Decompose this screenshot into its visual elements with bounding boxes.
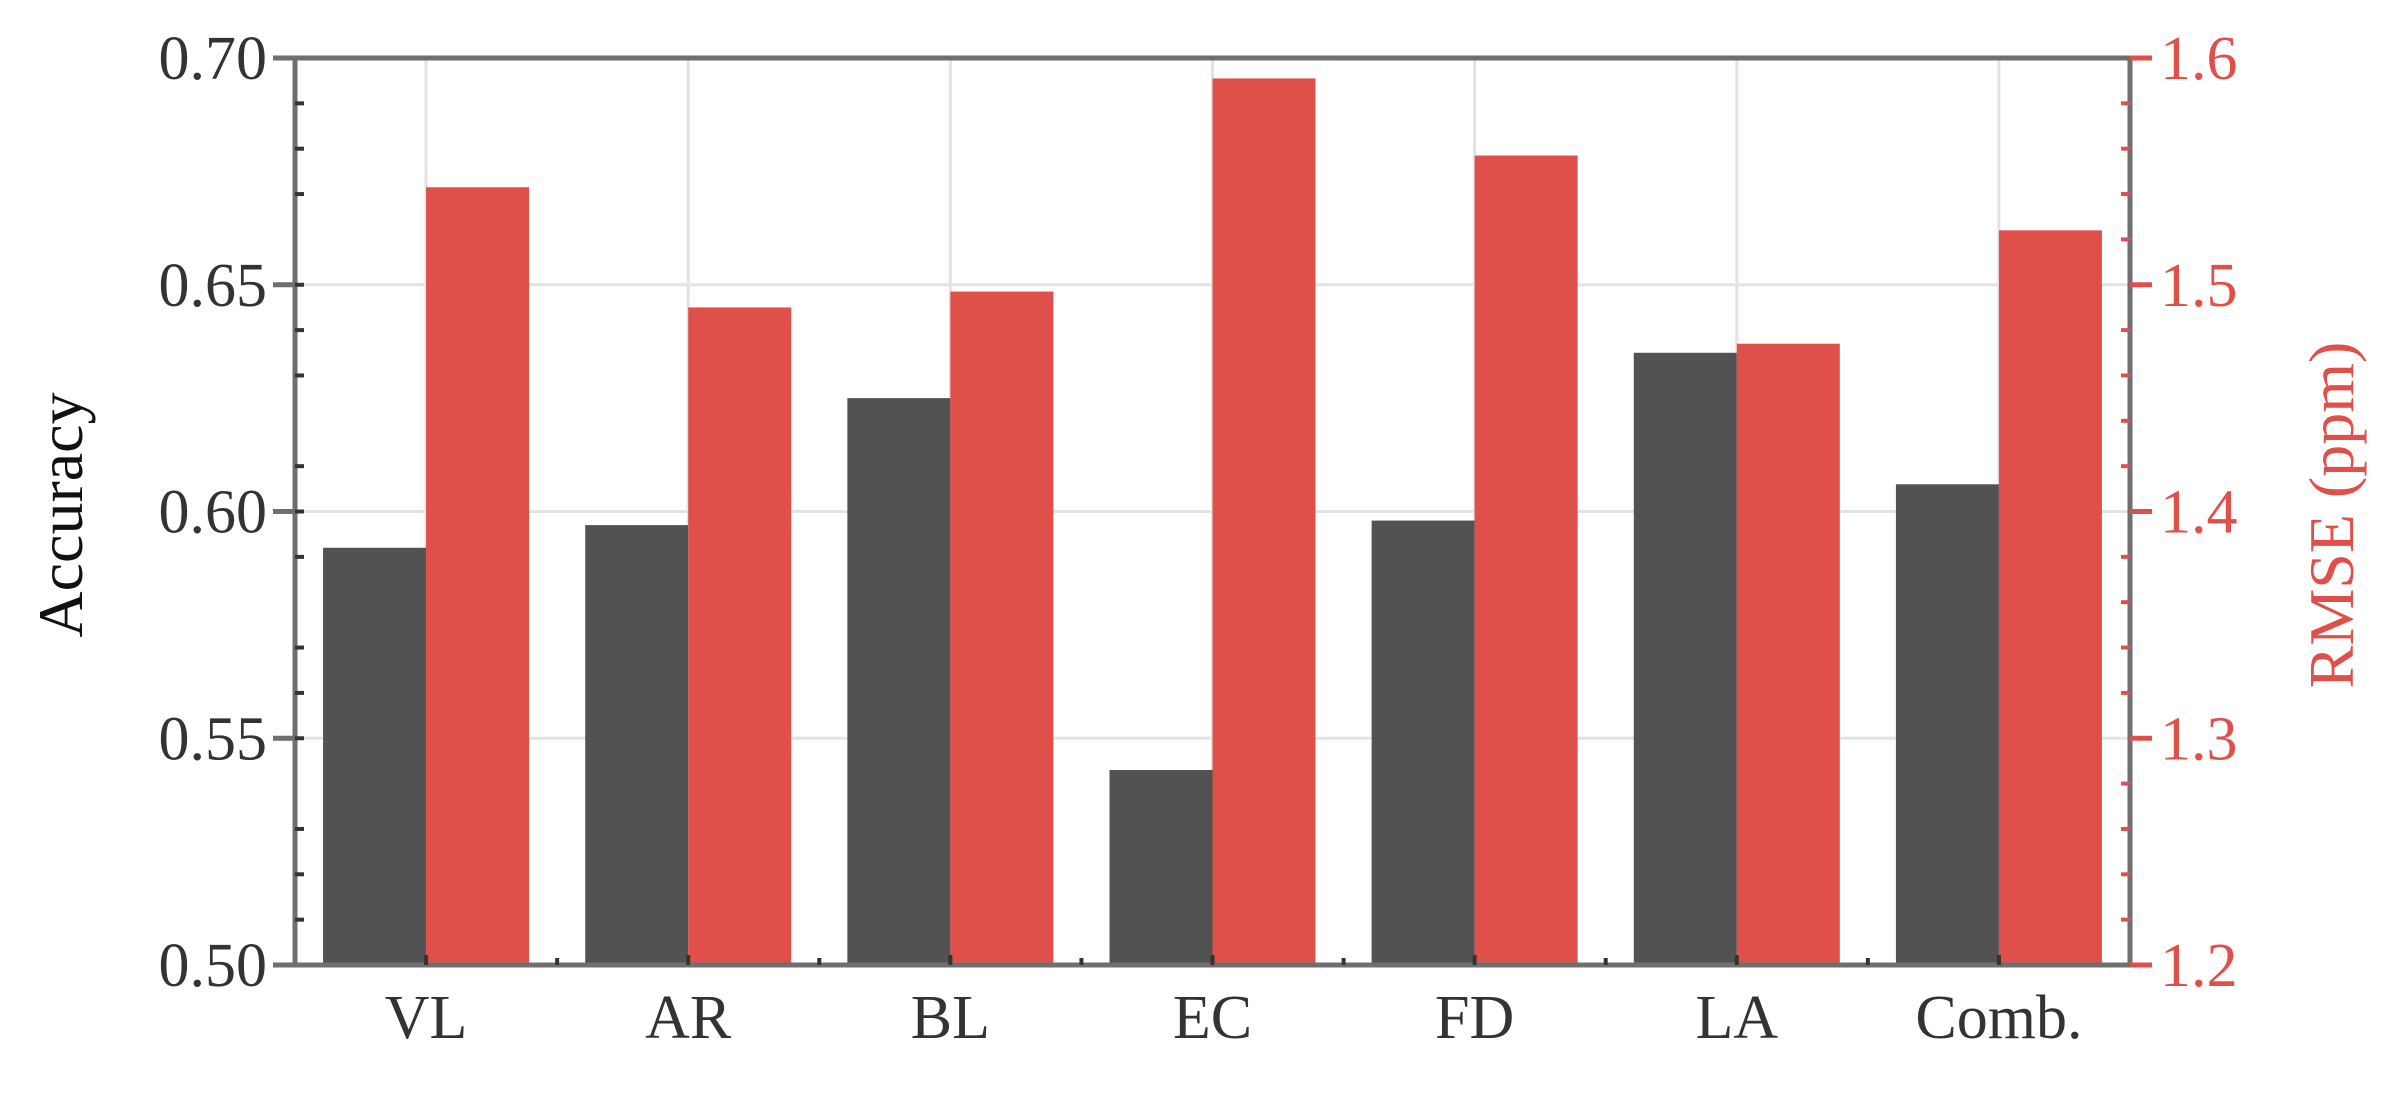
x-tick-label: LA [1695, 984, 1778, 1052]
bar-accuracy [585, 525, 689, 965]
y-tick-label-right: 1.4 [2160, 479, 2238, 547]
bar-accuracy [847, 398, 951, 965]
bar-accuracy [1371, 520, 1475, 965]
bar-rmse [426, 187, 530, 965]
y-tick-label-left: 0.70 [159, 25, 268, 93]
bars-group [323, 78, 2102, 966]
bar-rmse [1998, 230, 2102, 965]
tick-labels-group: 0.50 0.55 0.60 0.65 0.70 1.2 1.3 1.4 1.5 1.6 VL AR B… [159, 25, 2238, 1052]
y-tick-label-right: 1.3 [2160, 705, 2238, 773]
y-axis-title-left: Accuracy [25, 392, 96, 637]
x-tick-label: VL [385, 984, 468, 1052]
y-tick-label-left: 0.65 [159, 252, 268, 320]
y-tick-label-right: 1.6 [2160, 25, 2238, 93]
x-tick-label: Comb. [1915, 984, 2082, 1052]
x-tick-label: BL [911, 984, 990, 1052]
bar-accuracy [1895, 484, 1999, 965]
bar-accuracy [1633, 352, 1737, 965]
bar-rmse [1736, 343, 1840, 966]
y-tick-label-left: 0.60 [159, 479, 268, 547]
x-tick-label: EC [1173, 984, 1252, 1052]
x-tick-label: FD [1435, 984, 1514, 1052]
ticks-group [273, 55, 2152, 968]
y-tick-label-left: 0.50 [159, 932, 268, 1000]
y-tick-label-right: 1.5 [2160, 252, 2238, 320]
y-axis-title-right: RMSE (ppm) [2296, 342, 2367, 689]
bar-accuracy [1109, 769, 1213, 965]
bar-accuracy [323, 547, 427, 965]
bar-rmse [688, 307, 792, 965]
x-tick-label: AR [645, 984, 732, 1052]
y-tick-label-left: 0.55 [159, 705, 268, 773]
y-tick-label-right: 1.2 [2160, 932, 2238, 1000]
bar-rmse [1212, 78, 1316, 966]
bar-rmse [1474, 155, 1578, 965]
bar-rmse [950, 291, 1054, 965]
